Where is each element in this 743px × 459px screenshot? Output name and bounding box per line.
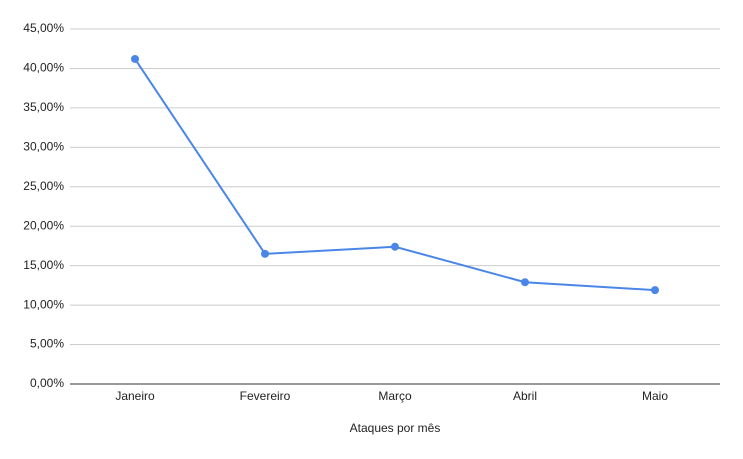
y-tick-label: 10,00%	[23, 297, 64, 311]
y-tick-label: 30,00%	[23, 140, 64, 154]
x-tick-label: Abril	[513, 389, 537, 403]
point	[131, 54, 139, 63]
y-tick-label: 15,00%	[23, 258, 64, 272]
x-tick-label: Janeiro	[115, 389, 155, 403]
y-tick-label: 20,00%	[23, 218, 64, 232]
line	[134, 58, 656, 292]
x-tick-label: Março	[378, 389, 412, 403]
y-tick-label: 5,00%	[30, 337, 64, 351]
y-tick-label: 40,00%	[23, 61, 64, 75]
y-tick-label: 45,00%	[23, 21, 64, 35]
point	[261, 249, 269, 258]
point	[521, 278, 529, 287]
y-tick-label: 0,00%	[30, 376, 64, 390]
point	[651, 286, 659, 295]
x-tick-label: Maio	[642, 389, 668, 403]
x-tick-label: Fevereiro	[240, 389, 291, 403]
point	[391, 242, 399, 251]
y-tick-label: 35,00%	[23, 100, 64, 114]
y-tick-label: 25,00%	[23, 179, 64, 193]
x-axis-label: Ataques por mês	[350, 421, 441, 435]
